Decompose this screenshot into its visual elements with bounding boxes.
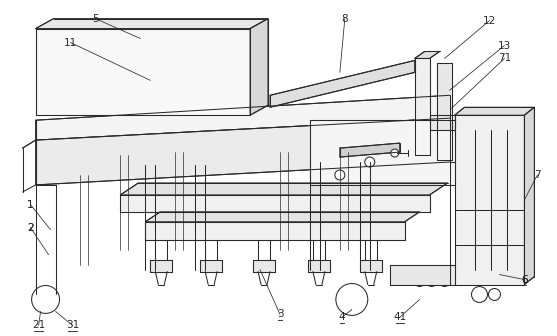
Text: 7: 7 <box>534 170 541 180</box>
Polygon shape <box>150 260 172 271</box>
Circle shape <box>427 277 437 287</box>
Polygon shape <box>455 107 534 115</box>
Text: 2: 2 <box>27 223 34 233</box>
Polygon shape <box>360 260 382 271</box>
Polygon shape <box>145 222 405 240</box>
Polygon shape <box>524 107 534 285</box>
Text: 6: 6 <box>521 275 527 285</box>
Circle shape <box>414 277 424 287</box>
Text: 11: 11 <box>64 38 77 47</box>
Polygon shape <box>340 143 400 157</box>
Polygon shape <box>200 260 222 271</box>
Polygon shape <box>414 58 429 155</box>
Circle shape <box>439 277 449 287</box>
Polygon shape <box>36 29 250 115</box>
Text: 1: 1 <box>27 200 34 210</box>
Text: 41: 41 <box>393 312 406 322</box>
Text: 1: 1 <box>27 200 34 210</box>
Text: 3: 3 <box>277 309 284 320</box>
Circle shape <box>335 170 345 180</box>
Text: 5: 5 <box>92 14 99 24</box>
Polygon shape <box>120 195 429 212</box>
Text: 13: 13 <box>498 41 511 50</box>
Polygon shape <box>455 115 524 285</box>
Polygon shape <box>250 18 268 115</box>
Circle shape <box>32 286 60 313</box>
Circle shape <box>472 287 487 302</box>
Polygon shape <box>310 120 455 185</box>
Text: 21: 21 <box>32 320 45 330</box>
Circle shape <box>365 157 375 167</box>
Polygon shape <box>437 64 452 160</box>
Circle shape <box>336 284 368 316</box>
Text: 31: 31 <box>66 320 79 330</box>
Polygon shape <box>253 260 275 271</box>
Text: 12: 12 <box>483 15 496 26</box>
Polygon shape <box>120 183 448 195</box>
Polygon shape <box>36 95 449 140</box>
Text: 71: 71 <box>498 53 511 64</box>
Text: 6: 6 <box>521 275 527 285</box>
Polygon shape <box>270 60 414 107</box>
Polygon shape <box>308 260 330 271</box>
Circle shape <box>390 149 399 157</box>
Circle shape <box>488 289 500 300</box>
Polygon shape <box>390 264 455 285</box>
Polygon shape <box>36 118 449 185</box>
Polygon shape <box>36 18 268 29</box>
Polygon shape <box>429 115 455 130</box>
Text: 4: 4 <box>339 312 345 322</box>
Text: 8: 8 <box>341 14 348 24</box>
Polygon shape <box>414 51 439 58</box>
Polygon shape <box>145 212 419 222</box>
Text: 2: 2 <box>27 223 34 233</box>
